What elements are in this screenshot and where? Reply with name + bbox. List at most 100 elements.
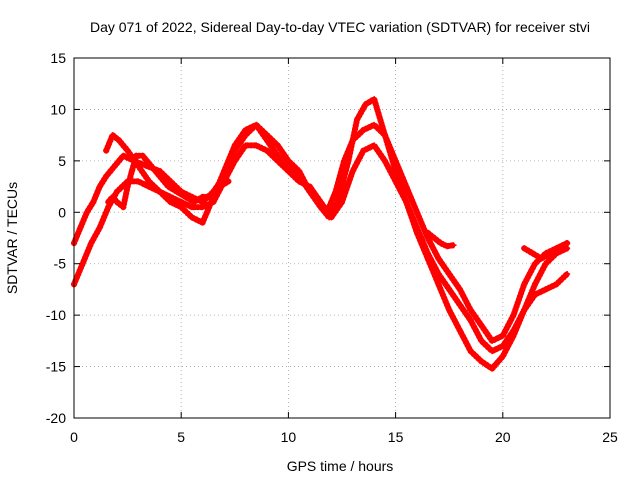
- data-point: [510, 332, 517, 339]
- series-satellite-track-c: [103, 96, 571, 372]
- data-point: [546, 250, 553, 257]
- data-point: [105, 204, 112, 211]
- data-point: [392, 168, 399, 175]
- series-satellite-track-d: [105, 152, 232, 211]
- data-point: [263, 137, 270, 144]
- data-point: [467, 317, 474, 324]
- y-tick-label: 5: [58, 153, 66, 169]
- plot-frame: [73, 57, 611, 419]
- data-point: [489, 348, 496, 355]
- data-point: [167, 199, 174, 205]
- data-point: [345, 157, 352, 164]
- data-point: [165, 183, 172, 190]
- data-series: [71, 96, 571, 372]
- data-point: [371, 142, 378, 149]
- data-point: [199, 193, 206, 200]
- data-point: [489, 337, 496, 344]
- data-point: [360, 147, 367, 154]
- data-point: [529, 250, 536, 257]
- data-point: [124, 183, 131, 190]
- data-point: [111, 163, 118, 169]
- data-point: [467, 307, 474, 313]
- x-tick-label: 25: [602, 429, 618, 445]
- data-point: [124, 147, 131, 154]
- data-point: [105, 199, 112, 205]
- data-point: [414, 209, 421, 216]
- data-point: [296, 173, 303, 180]
- data-point: [381, 132, 388, 139]
- x-axis-label: GPS time / hours: [287, 458, 394, 474]
- data-point: [221, 168, 228, 175]
- y-tick-label: 10: [50, 101, 66, 117]
- data-point: [542, 286, 549, 293]
- data-point: [362, 101, 369, 108]
- data-point: [306, 188, 313, 195]
- data-point: [146, 178, 153, 185]
- data-point: [199, 219, 206, 226]
- data-point: [326, 214, 333, 221]
- data-point: [456, 301, 463, 308]
- data-point: [456, 327, 463, 334]
- data-point: [188, 214, 195, 221]
- data-point: [444, 243, 451, 250]
- data-point: [437, 240, 444, 247]
- data-point: [510, 312, 517, 319]
- data-point: [178, 204, 185, 211]
- data-point: [83, 209, 90, 216]
- y-tick-label: -20: [46, 410, 66, 426]
- data-point: [424, 255, 431, 262]
- data-point: [242, 127, 249, 133]
- data-point: [191, 199, 198, 205]
- data-point: [521, 245, 528, 252]
- data-point: [499, 353, 506, 360]
- data-point: [531, 281, 538, 288]
- axes: 0 5 10 15 20 25 -20 -15 -10 -5 0 5 10 15: [46, 50, 618, 445]
- data-point: [531, 260, 538, 267]
- data-point: [414, 229, 421, 236]
- data-point: [478, 322, 485, 329]
- data-point: [208, 193, 215, 200]
- y-axis-label: SDTVAR / TECUs: [4, 182, 20, 294]
- data-point: [103, 173, 110, 180]
- data-point: [156, 173, 163, 180]
- y-tick-label: -15: [46, 359, 66, 375]
- data-point: [424, 229, 431, 236]
- data-point: [403, 183, 410, 190]
- data-point: [334, 199, 341, 205]
- data-point: [103, 147, 110, 154]
- data-point: [553, 281, 560, 288]
- data-point: [188, 204, 195, 211]
- data-point: [199, 204, 206, 211]
- y-tick-label: 15: [50, 50, 66, 66]
- data-point: [128, 168, 135, 175]
- data-point: [133, 152, 140, 159]
- x-tick-label: 0: [70, 429, 78, 445]
- data-point: [446, 286, 453, 293]
- data-point: [167, 178, 174, 185]
- data-point: [446, 307, 453, 313]
- data-point: [555, 245, 562, 252]
- data-point: [435, 281, 442, 288]
- data-point: [139, 152, 146, 159]
- data-point: [456, 286, 463, 293]
- data-point: [478, 358, 485, 365]
- data-point: [156, 188, 163, 195]
- y-tick-label: -10: [46, 307, 66, 323]
- data-point: [450, 242, 457, 249]
- data-point: [478, 337, 485, 344]
- data-point: [96, 183, 103, 190]
- data-point: [148, 163, 155, 169]
- x-tick-label: 5: [177, 429, 185, 445]
- data-point: [79, 260, 86, 267]
- data-point: [499, 343, 506, 349]
- data-point: [274, 152, 281, 159]
- data-point: [371, 96, 378, 103]
- data-point: [113, 188, 120, 195]
- data-point: [90, 199, 97, 205]
- series-satellite-track-f: [521, 240, 571, 262]
- data-point: [135, 178, 142, 185]
- data-point: [285, 163, 292, 169]
- data-point: [521, 307, 528, 313]
- x-tick-label: 20: [495, 429, 511, 445]
- data-point: [381, 157, 388, 164]
